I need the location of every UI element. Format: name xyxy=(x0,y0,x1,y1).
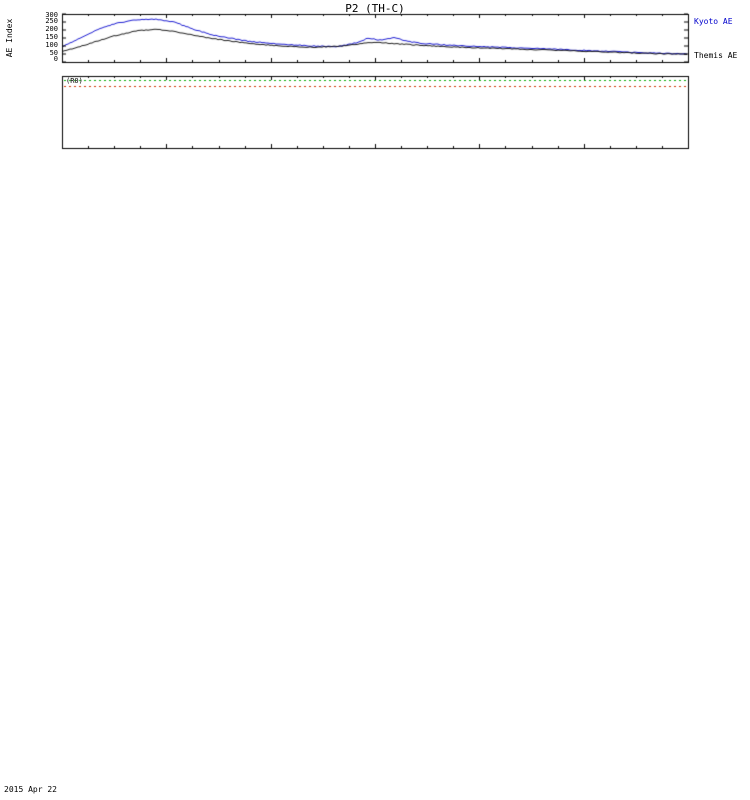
y-tick-label: 100 xyxy=(45,41,58,49)
y-tick-label: 250 xyxy=(45,17,58,25)
y-tick-label: 150 xyxy=(45,33,58,41)
plot-title: P2 (TH-C) xyxy=(345,2,405,15)
y-tick-label: 200 xyxy=(45,25,58,33)
y-tick-label: 50 xyxy=(49,49,58,57)
y-tick-label: 0 xyxy=(53,55,58,63)
y-tick-label: 300 xyxy=(45,11,58,19)
y-axis-label: AE Index xyxy=(5,18,14,58)
keogram-note: (R0) xyxy=(66,77,83,85)
legend-Kyoto AE: Kyoto AE xyxy=(694,17,733,26)
date-label: 2015 Apr 22 xyxy=(4,785,57,794)
legend-Themis AE: Themis AE xyxy=(694,51,738,60)
